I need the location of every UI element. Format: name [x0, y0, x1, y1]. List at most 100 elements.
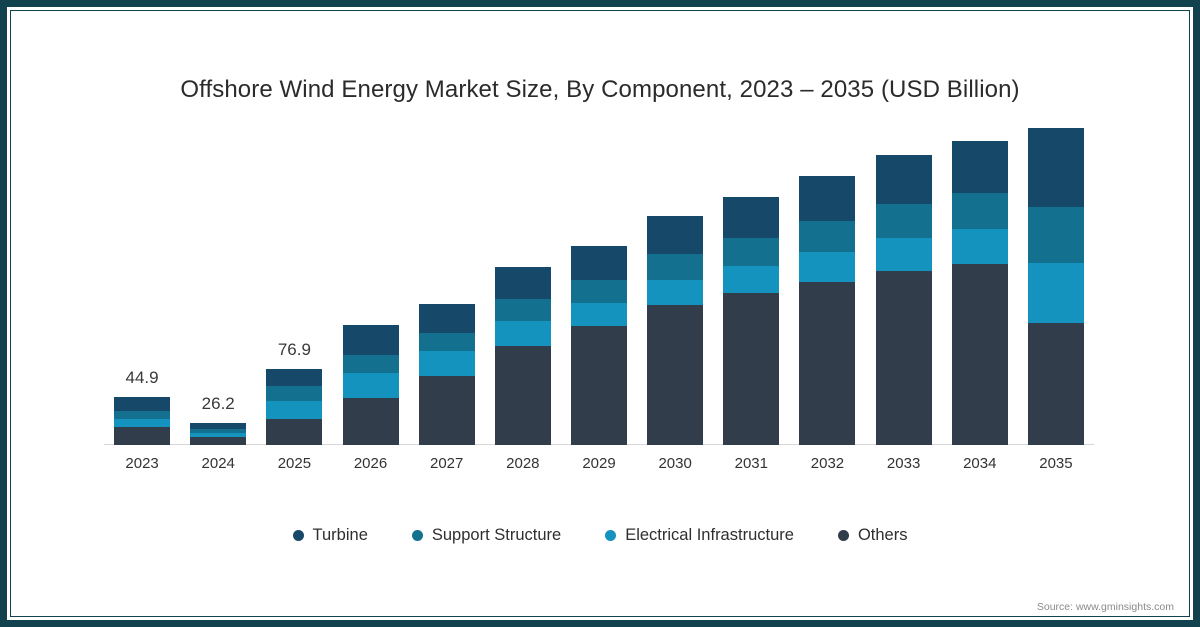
bar-segment-turbine[interactable] [190, 423, 247, 429]
bar-segment-turbine[interactable] [647, 216, 704, 254]
bar-segment-support-structure[interactable] [114, 411, 171, 419]
bar-segment-electrical-infrastructure[interactable] [1027, 263, 1084, 323]
bar-segment-support-structure[interactable] [647, 254, 704, 280]
bar-segment-electrical-infrastructure[interactable] [951, 229, 1008, 264]
legend-item-support-structure[interactable]: Support Structure [411, 526, 562, 545]
bar-segment-electrical-infrastructure[interactable] [266, 401, 323, 419]
bar-segment-others[interactable] [342, 398, 399, 445]
stacked-bar[interactable] [1027, 128, 1084, 445]
bar-segment-others[interactable] [799, 282, 856, 445]
bar-group [875, 111, 932, 445]
bar-segment-electrical-infrastructure[interactable] [875, 238, 932, 271]
stacked-bar[interactable] [418, 304, 475, 445]
bar-segment-electrical-infrastructure[interactable] [647, 280, 704, 305]
x-axis-tick-2033: 2033 [886, 455, 921, 472]
bar-segment-others[interactable] [494, 346, 551, 445]
bar-value-label: 76.9 [277, 340, 311, 359]
stacked-bar[interactable] [723, 197, 780, 445]
bar-segment-electrical-infrastructure[interactable] [799, 252, 856, 282]
legend-label: Support Structure [431, 526, 562, 544]
bar-segment-turbine[interactable] [571, 246, 627, 280]
legend-item-turbine[interactable]: Turbine [292, 526, 368, 545]
bar-segment-others[interactable] [114, 427, 171, 445]
x-axis-tick-2032: 2032 [810, 455, 845, 472]
bar-segment-others[interactable] [1027, 323, 1084, 445]
bar-segment-electrical-infrastructure[interactable] [114, 419, 171, 427]
x-axis-tick-2029: 2029 [582, 455, 616, 472]
bar-group [342, 111, 399, 445]
bar-segment-support-structure[interactable] [266, 386, 323, 401]
bar-group [1027, 111, 1084, 445]
bar-segment-electrical-infrastructure[interactable] [342, 373, 399, 398]
bar-segment-electrical-infrastructure[interactable] [418, 351, 475, 376]
bar-segment-turbine[interactable] [1027, 128, 1084, 207]
bar-segment-turbine[interactable] [875, 155, 932, 204]
bar-segment-others[interactable] [647, 305, 704, 445]
bar-segment-support-structure[interactable] [571, 280, 627, 303]
bar-value-label: 44.9 [125, 368, 159, 387]
x-axis-tick-labels: 2023 2024 2025 2026 2027 2028 2029 2030 2031 2032… [104, 455, 1094, 479]
bar-segment-turbine[interactable] [494, 267, 551, 299]
bar-segment-support-structure[interactable] [875, 204, 932, 238]
bar-group [723, 111, 780, 445]
bar-segment-others[interactable] [266, 419, 323, 445]
legend-item-others[interactable]: Others [837, 526, 908, 545]
bar-segment-support-structure[interactable] [418, 333, 475, 351]
stacked-bar[interactable] [342, 325, 399, 445]
x-axis-tick-2027: 2027 [430, 455, 464, 472]
bar-segment-others[interactable] [723, 293, 780, 445]
bar-segment-turbine[interactable] [342, 325, 399, 355]
stacked-bar[interactable] [571, 246, 627, 445]
stacked-bar[interactable] [951, 141, 1008, 445]
x-axis-tick-2026: 2026 [353, 455, 388, 472]
bar-segment-electrical-infrastructure[interactable] [571, 303, 627, 326]
bar-segment-turbine[interactable] [951, 141, 1008, 193]
bar-segment-others[interactable] [875, 271, 932, 445]
legend-label: Others [857, 526, 908, 544]
bar-segment-turbine[interactable] [418, 304, 475, 333]
bar-segment-support-structure[interactable] [342, 355, 399, 373]
bar-segment-electrical-infrastructure[interactable] [494, 321, 551, 346]
legend-swatch-icon [292, 530, 304, 541]
stacked-bar[interactable] [494, 267, 551, 445]
x-axis-tick-2028: 2028 [506, 455, 540, 472]
bar-segment-turbine[interactable] [266, 369, 323, 386]
bar-group [494, 111, 551, 445]
legend-swatch-icon [411, 530, 423, 541]
bar-segment-others[interactable] [190, 437, 247, 445]
bar-segment-turbine[interactable] [114, 397, 171, 411]
bar-segment-others[interactable] [951, 264, 1008, 445]
bar-group [418, 111, 475, 445]
source-attribution: Source: www.gminsights.com [1036, 601, 1174, 613]
bar-segment-electrical-infrastructure[interactable] [190, 433, 247, 437]
x-axis-tick-2023: 2023 [125, 455, 159, 472]
bar-group [647, 111, 704, 445]
bar-segment-support-structure[interactable] [494, 299, 551, 321]
legend-item-electrical-infrastructure[interactable]: Electrical Infrastructure [605, 526, 794, 545]
bar-segment-support-structure[interactable] [799, 221, 856, 252]
bar-segment-support-structure[interactable] [1027, 207, 1084, 263]
bar-segment-others[interactable] [418, 376, 475, 445]
legend-label: Electrical Infrastructure [625, 526, 794, 544]
bar-group [799, 111, 856, 445]
bar-segment-others[interactable] [571, 326, 627, 445]
x-axis-tick-2035: 2035 [1039, 455, 1073, 472]
stacked-bar[interactable] [114, 397, 171, 445]
bar-segment-electrical-infrastructure[interactable] [723, 266, 780, 293]
bar-segment-support-structure[interactable] [723, 238, 780, 266]
bar-segment-support-structure[interactable] [951, 193, 1008, 229]
stacked-bar[interactable] [875, 155, 932, 445]
bar-segment-turbine[interactable] [799, 176, 856, 221]
stacked-bar[interactable] [799, 176, 856, 445]
legend-swatch-icon [837, 530, 849, 541]
bar-group [951, 111, 1008, 445]
bar-segment-turbine[interactable] [723, 197, 780, 238]
chart-legend: Turbine Support Structure Electrical Infra… [0, 526, 1200, 545]
bar-segment-support-structure[interactable] [190, 429, 247, 433]
stacked-bar[interactable] [266, 369, 323, 445]
chart-title: Offshore Wind Energy Market Size, By Com… [180, 76, 1020, 103]
stacked-bar[interactable] [647, 216, 704, 445]
stacked-bar[interactable] [190, 423, 247, 445]
x-axis-tick-2031: 2031 [734, 455, 768, 472]
bar-value-label: 26.2 [201, 394, 235, 413]
